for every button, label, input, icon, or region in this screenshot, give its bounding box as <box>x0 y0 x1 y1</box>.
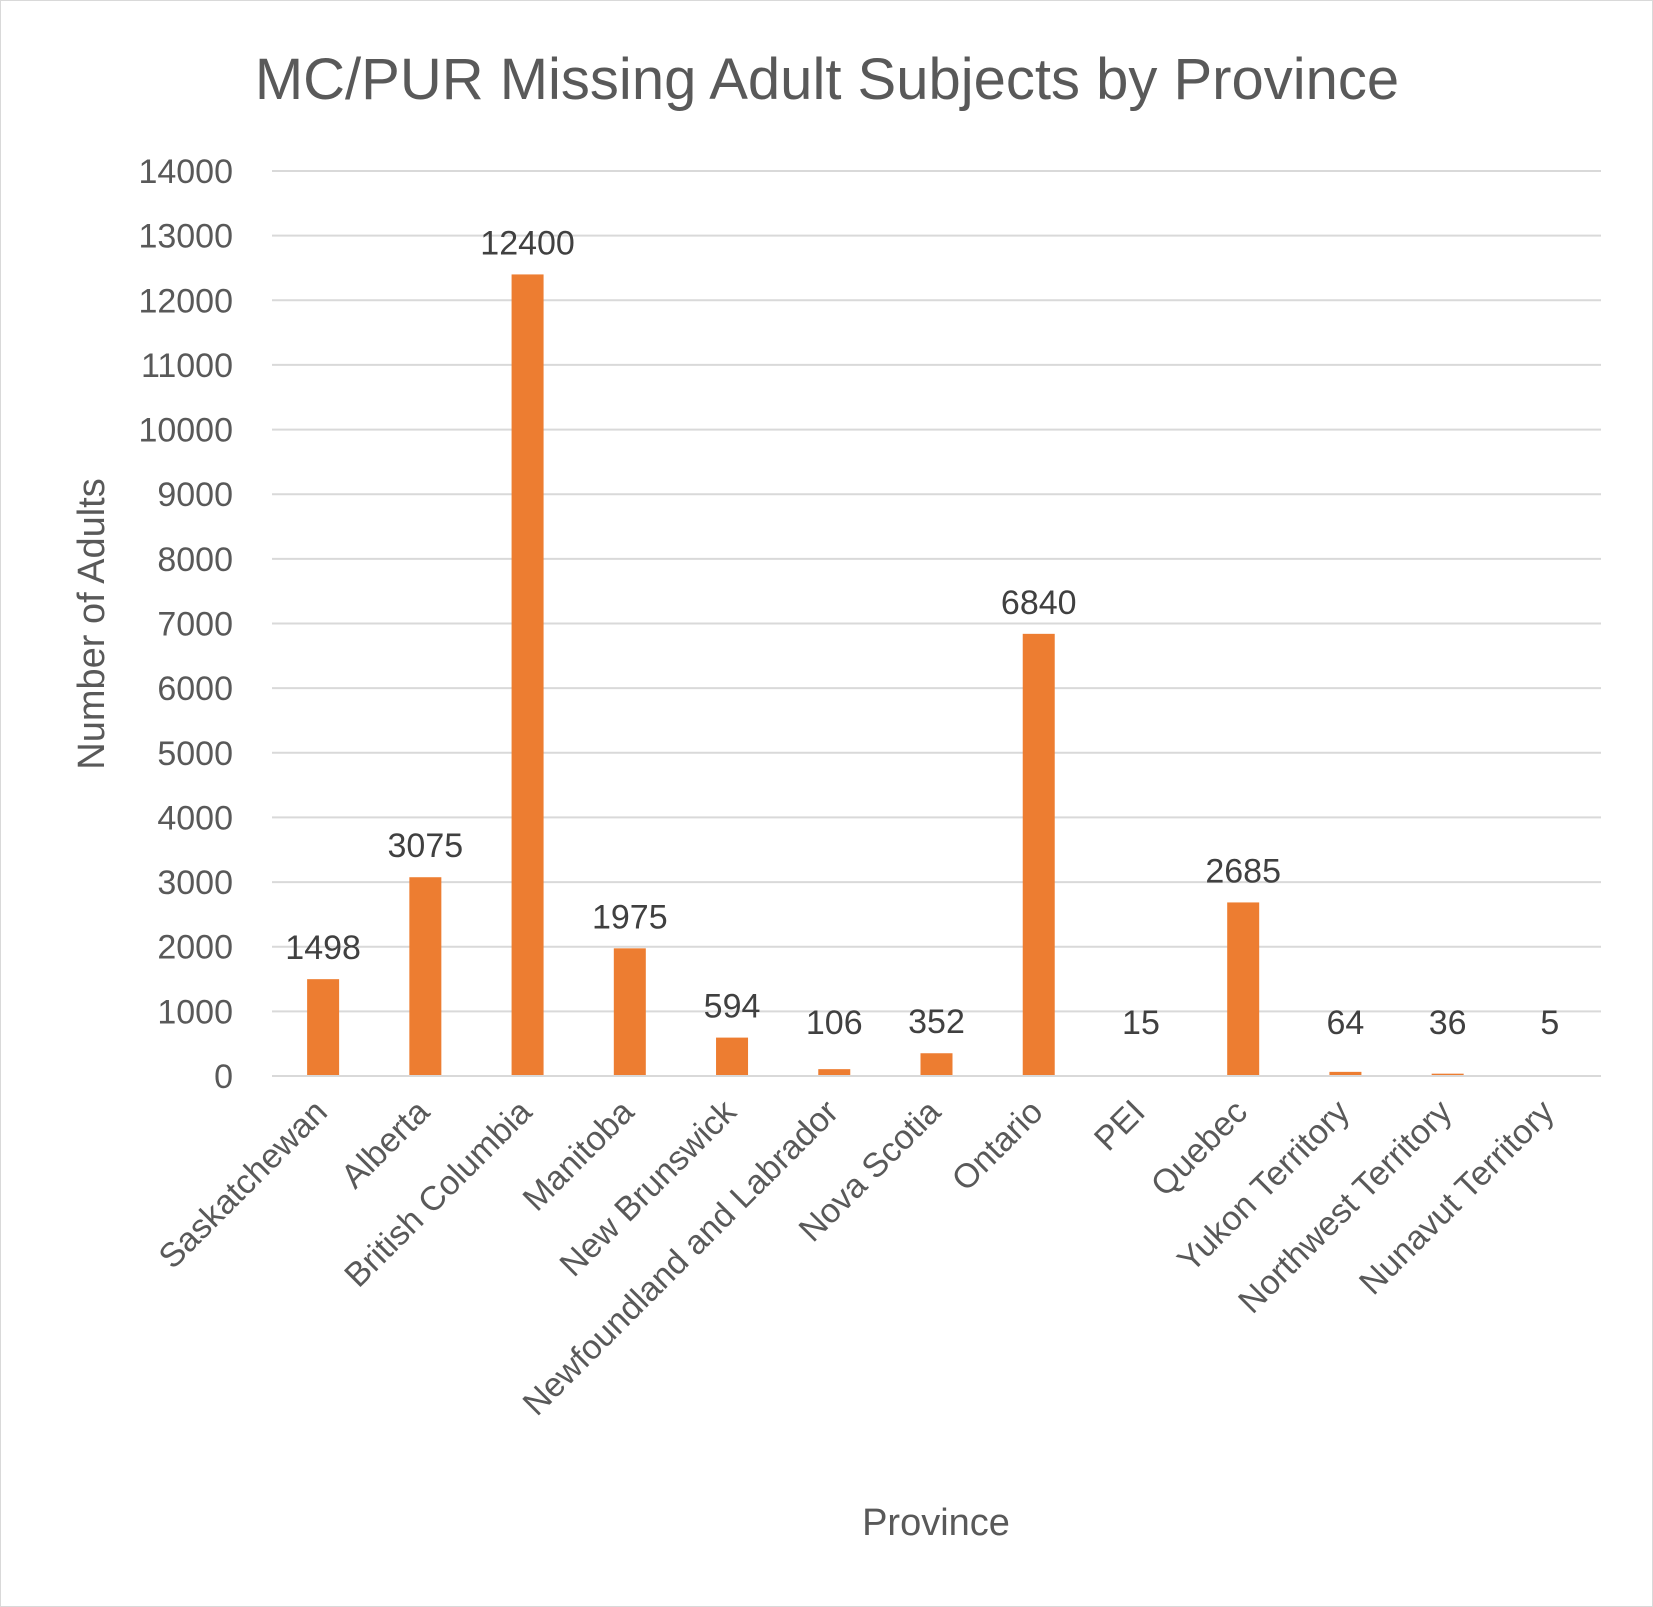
y-tick-label: 1000 <box>157 993 233 1031</box>
y-tick-label: 0 <box>214 1058 233 1096</box>
data-label: 594 <box>704 988 761 1026</box>
y-tick-label: 9000 <box>157 476 233 514</box>
data-label: 3075 <box>388 827 464 865</box>
y-tick-label: 3000 <box>157 864 233 902</box>
bar <box>511 274 544 1076</box>
x-category-label: Nunavut Territory <box>1352 1093 1561 1302</box>
y-axis-title: Number of Adults <box>71 478 113 769</box>
bar <box>1329 1071 1362 1076</box>
gridlines <box>272 170 1601 1013</box>
data-label: 106 <box>806 1004 863 1042</box>
data-label: 15 <box>1122 1004 1160 1042</box>
data-labels: 1498 3075 12400 1975 594 106 352 6840 15 2685 64 36… <box>285 224 1559 1042</box>
y-tick-label: 8000 <box>157 541 233 579</box>
y-tick-label: 6000 <box>157 670 233 708</box>
chart-title: MC/PUR Missing Adult Subjects by Provinc… <box>255 47 1399 112</box>
y-tick-label: 5000 <box>157 735 233 773</box>
data-label: 1975 <box>592 898 668 936</box>
data-label: 64 <box>1327 1004 1365 1042</box>
bar <box>613 948 646 1076</box>
y-tick-label: 7000 <box>157 606 233 644</box>
bar <box>1022 633 1055 1076</box>
x-category-label: New Brunswick <box>553 1092 745 1284</box>
y-axis-ticks: 0 1000 2000 3000 4000 5000 6000 7000 8000 9000 100… <box>138 153 233 1096</box>
bar <box>1227 902 1260 1076</box>
y-tick-label: 14000 <box>138 153 233 191</box>
bar <box>716 1037 749 1076</box>
y-tick-label: 10000 <box>138 412 233 450</box>
bars <box>307 274 1566 1076</box>
x-category-label: Saskatchewan <box>152 1093 335 1276</box>
x-category-label: Yukon Territory <box>1170 1093 1357 1280</box>
bar <box>818 1069 851 1076</box>
y-tick-label: 13000 <box>138 218 233 256</box>
bar <box>1431 1073 1464 1076</box>
x-category-label: British Columbia <box>337 1093 539 1295</box>
bar <box>307 979 340 1076</box>
y-tick-label: 12000 <box>138 282 233 320</box>
data-label: 12400 <box>480 224 575 262</box>
data-label: 1498 <box>285 929 361 967</box>
bar <box>920 1053 953 1076</box>
data-label: 6840 <box>1001 584 1077 622</box>
y-tick-label: 4000 <box>157 799 233 837</box>
x-category-label: Alberta <box>334 1093 437 1196</box>
x-category-label: Ontario <box>945 1093 1051 1199</box>
data-label: 2685 <box>1205 852 1281 890</box>
data-label: 5 <box>1540 1004 1559 1042</box>
x-axis-title: Province <box>862 1502 1010 1544</box>
x-category-label: PEI <box>1087 1093 1153 1159</box>
data-label: 352 <box>908 1003 965 1041</box>
bar <box>409 877 442 1076</box>
y-tick-label: 2000 <box>157 929 233 967</box>
y-tick-label: 11000 <box>141 347 233 385</box>
data-label: 36 <box>1429 1004 1467 1042</box>
